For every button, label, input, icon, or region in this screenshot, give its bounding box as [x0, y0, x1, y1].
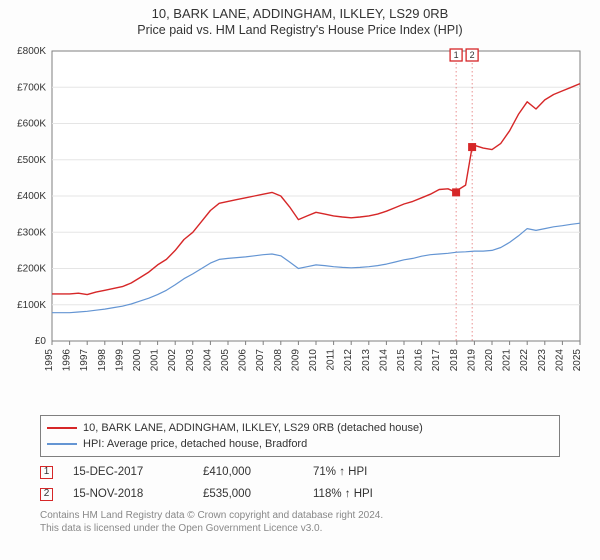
svg-text:2021: 2021	[502, 349, 513, 372]
footer-line-1: Contains HM Land Registry data © Crown c…	[40, 509, 560, 522]
event-price: £535,000	[203, 488, 293, 500]
svg-text:2003: 2003	[185, 349, 196, 372]
legend-row: HPI: Average price, detached house, Brad…	[47, 436, 553, 452]
svg-text:1999: 1999	[114, 349, 125, 372]
svg-text:2006: 2006	[238, 349, 249, 372]
svg-text:2013: 2013	[361, 349, 372, 372]
svg-text:2004: 2004	[202, 349, 213, 372]
event-pct: 118% ↑ HPI	[313, 488, 423, 500]
legend-swatch	[47, 427, 77, 429]
svg-text:1998: 1998	[97, 349, 108, 372]
svg-text:£800K: £800K	[17, 46, 46, 57]
svg-text:2020: 2020	[484, 349, 495, 372]
event-pct: 71% ↑ HPI	[313, 466, 423, 478]
event-marker: 2	[40, 488, 53, 501]
svg-text:£0: £0	[35, 336, 47, 347]
svg-text:2008: 2008	[273, 349, 284, 372]
svg-text:2024: 2024	[554, 349, 565, 372]
chart-container: 10, BARK LANE, ADDINGHAM, ILKLEY, LS29 0…	[0, 0, 600, 535]
svg-text:£200K: £200K	[17, 264, 46, 275]
svg-text:2005: 2005	[220, 349, 231, 372]
svg-text:£300K: £300K	[17, 227, 46, 238]
svg-text:2010: 2010	[308, 349, 319, 372]
legend-swatch	[47, 443, 77, 445]
event-date: 15-NOV-2018	[73, 488, 183, 500]
svg-text:2007: 2007	[255, 349, 266, 372]
svg-text:2025: 2025	[572, 349, 583, 372]
svg-text:2009: 2009	[290, 349, 301, 372]
svg-text:1995: 1995	[44, 349, 55, 372]
svg-text:2015: 2015	[396, 349, 407, 372]
event-row: 2 15-NOV-2018 £535,000 118% ↑ HPI	[40, 483, 560, 505]
svg-text:2011: 2011	[326, 349, 337, 371]
svg-text:1997: 1997	[79, 349, 90, 372]
svg-text:£400K: £400K	[17, 191, 46, 202]
chart-subtitle: Price paid vs. HM Land Registry's House …	[0, 21, 600, 41]
events-table: 1 15-DEC-2017 £410,000 71% ↑ HPI 2 15-NOV-201…	[40, 461, 560, 505]
event-price: £410,000	[203, 466, 293, 478]
svg-text:£500K: £500K	[17, 155, 46, 166]
footer-attribution: Contains HM Land Registry data © Crown c…	[40, 509, 560, 535]
svg-text:2000: 2000	[132, 349, 143, 372]
svg-text:2012: 2012	[343, 349, 354, 372]
svg-text:2016: 2016	[414, 349, 425, 372]
svg-text:2001: 2001	[150, 349, 161, 372]
legend-label: 10, BARK LANE, ADDINGHAM, ILKLEY, LS29 0…	[83, 420, 423, 436]
svg-text:2: 2	[470, 50, 475, 60]
legend-box: 10, BARK LANE, ADDINGHAM, ILKLEY, LS29 0…	[40, 415, 560, 457]
chart-plot-area: £0 £100K £200K £300K £400K £500K £600K £700K £80…	[0, 41, 600, 411]
svg-text:2022: 2022	[519, 349, 530, 372]
svg-text:1996: 1996	[62, 349, 73, 372]
legend-label: HPI: Average price, detached house, Brad…	[83, 436, 307, 452]
legend-row: 10, BARK LANE, ADDINGHAM, ILKLEY, LS29 0…	[47, 420, 553, 436]
footer-line-2: This data is licensed under the Open Gov…	[40, 522, 560, 535]
event-row: 1 15-DEC-2017 £410,000 71% ↑ HPI	[40, 461, 560, 483]
svg-text:2018: 2018	[449, 349, 460, 372]
event-date: 15-DEC-2017	[73, 466, 183, 478]
svg-text:2014: 2014	[378, 349, 389, 372]
svg-text:2017: 2017	[431, 349, 442, 372]
event-marker: 1	[40, 466, 53, 479]
svg-text:£100K: £100K	[17, 300, 46, 311]
svg-text:2002: 2002	[167, 349, 178, 372]
chart-svg: £0 £100K £200K £300K £400K £500K £600K £700K £80…	[0, 41, 600, 411]
svg-text:£700K: £700K	[17, 82, 46, 93]
svg-text:2023: 2023	[537, 349, 548, 372]
chart-title: 10, BARK LANE, ADDINGHAM, ILKLEY, LS29 0…	[0, 0, 600, 21]
svg-text:£600K: £600K	[17, 119, 46, 130]
svg-text:2019: 2019	[466, 349, 477, 372]
svg-text:1: 1	[454, 50, 459, 60]
